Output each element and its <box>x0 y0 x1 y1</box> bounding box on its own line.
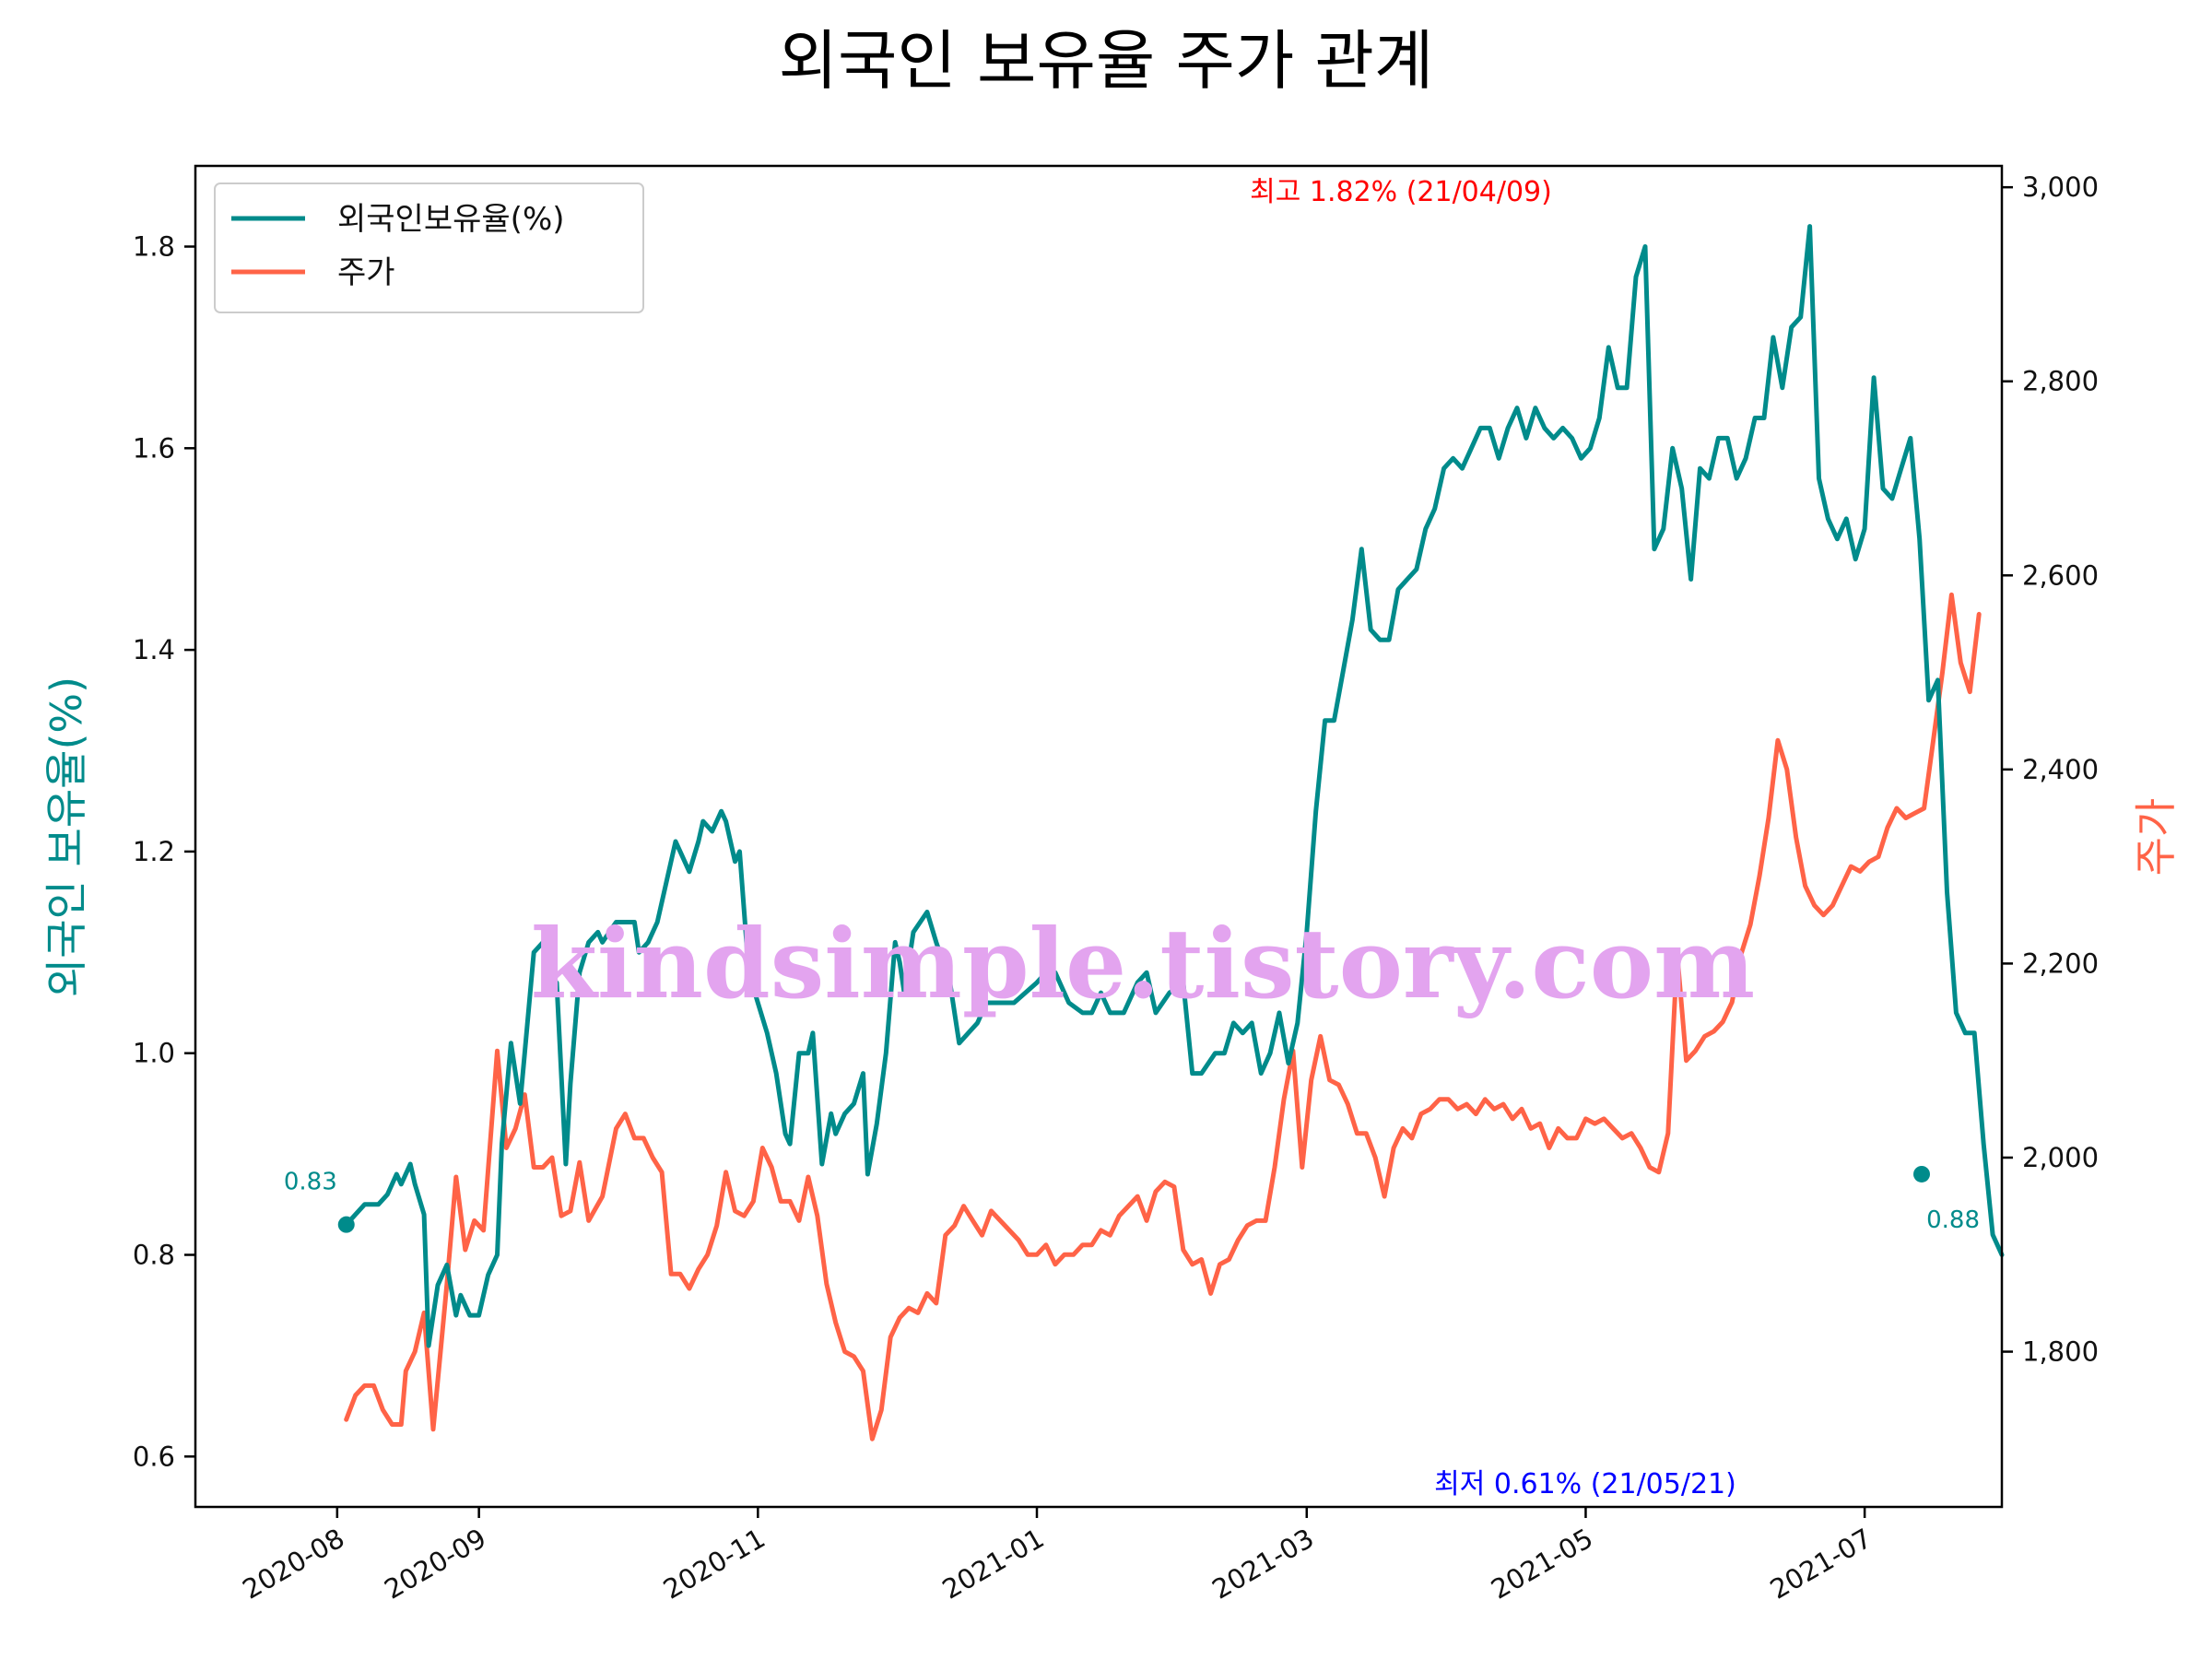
x-tick-label: 2020-11 <box>658 1523 771 1606</box>
start-point-marker <box>337 1216 355 1233</box>
start-value-label: 0.83 <box>284 1169 337 1196</box>
y-right-tick-label: 2,400 <box>2022 754 2099 785</box>
y-left-tick-label: 1.2 <box>133 836 175 867</box>
min-annotation: 최저 0.61% (21/05/21) <box>1434 1468 1736 1500</box>
plot-area <box>344 224 2005 1441</box>
series-line-price <box>344 592 1982 1441</box>
y-left-tick-label: 1.4 <box>133 634 175 665</box>
series-line-foreign-ratio <box>344 224 2005 1348</box>
end-point-marker <box>1913 1165 1930 1182</box>
x-tick-label: 2021-01 <box>937 1523 1050 1606</box>
y-left-tick-label: 0.6 <box>133 1441 175 1472</box>
y-axis-right-label: 주가 <box>2131 798 2181 877</box>
x-tick-label: 2020-09 <box>379 1523 491 1606</box>
y-right-tick-label: 2,200 <box>2022 947 2099 979</box>
y-axis-left-label: 외국인 보유율(%) <box>41 677 91 997</box>
y-left-tick-label: 0.8 <box>133 1240 175 1271</box>
x-tick-label: 2021-03 <box>1206 1523 1319 1606</box>
end-value-label: 0.88 <box>1926 1206 1980 1234</box>
y-axis-right: 1,800 2,000 2,200 2,400 2,600 2,800 3,000 <box>2002 171 2099 1368</box>
max-annotation: 최고 1.82% (21/04/09) <box>1250 176 1552 208</box>
y-right-tick-label: 3,000 <box>2022 171 2099 203</box>
y-left-tick-label: 1.0 <box>133 1038 175 1069</box>
x-tick-label: 2020-08 <box>237 1523 349 1606</box>
annotations: 0.83 0.88 최고 1.82% (21/04/09) 최저 0.61% (21/… <box>284 176 1980 1500</box>
y-right-tick-label: 1,800 <box>2022 1336 2099 1368</box>
x-tick-label: 2021-05 <box>1486 1523 1598 1606</box>
y-left-tick-label: 1.8 <box>133 231 175 263</box>
watermark-text: kindsimple.tistory.com <box>531 907 1755 1020</box>
y-left-tick-label: 1.6 <box>133 432 175 464</box>
y-right-tick-label: 2,000 <box>2022 1142 2099 1173</box>
y-right-tick-label: 2,800 <box>2022 366 2099 397</box>
legend-label-foreign-ratio: 외국인보유율(%) <box>337 201 565 238</box>
chart-title: 외국인 보유율 주가 관계 <box>779 23 1434 99</box>
legend: 외국인보유율(%) 주가 <box>214 182 644 313</box>
x-tick-label: 2021-07 <box>1765 1523 1877 1606</box>
plot-frame <box>194 164 2004 1509</box>
legend-box <box>214 182 644 313</box>
y-right-tick-label: 2,600 <box>2022 559 2099 591</box>
x-axis: 2020-08 2020-09 2020-11 2021-01 2021-03 2021-… <box>237 1507 1877 1606</box>
legend-label-price: 주가 <box>337 254 395 291</box>
y-axis-left: 0.6 0.8 1.0 1.2 1.4 1.6 1.8 <box>133 231 195 1472</box>
